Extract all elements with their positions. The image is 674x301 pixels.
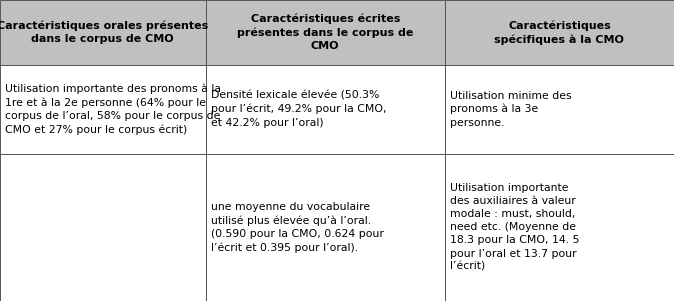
Bar: [206, 154, 445, 301]
Bar: [206, 65, 445, 154]
Text: Caractéristiques
spécifiques à la CMO: Caractéristiques spécifiques à la CMO: [495, 20, 624, 45]
Text: Caractéristiques écrites
présentes dans le corpus de
CMO: Caractéristiques écrites présentes dans …: [237, 14, 413, 51]
Bar: [0, 65, 206, 154]
Text: Densité lexicale élevée (50.3%
pour l’écrit, 49.2% pour la CMO,
et 42.2% pour l’: Densité lexicale élevée (50.3% pour l’éc…: [211, 91, 386, 128]
Bar: [0, 154, 206, 301]
Bar: [206, 0, 445, 65]
Text: Utilisation importante des pronoms à la
1re et à la 2e personne (64% pour le
cor: Utilisation importante des pronoms à la …: [5, 83, 221, 135]
Bar: [445, 154, 674, 301]
Text: une moyenne du vocabulaire
utilisé plus élevée qu’à l’oral.
(0.590 pour la CMO, : une moyenne du vocabulaire utilisé plus …: [211, 202, 384, 253]
Text: Caractéristiques orales présentes
dans le corpus de CMO: Caractéristiques orales présentes dans l…: [0, 20, 208, 44]
Bar: [445, 65, 674, 154]
Bar: [445, 0, 674, 65]
Text: Utilisation minime des
pronoms à la 3e
personne.: Utilisation minime des pronoms à la 3e p…: [450, 91, 572, 128]
Bar: [0, 0, 206, 65]
Text: Utilisation importante
des auxiliaires à valeur
modale : must, should,
need etc.: Utilisation importante des auxiliaires à…: [450, 183, 580, 272]
